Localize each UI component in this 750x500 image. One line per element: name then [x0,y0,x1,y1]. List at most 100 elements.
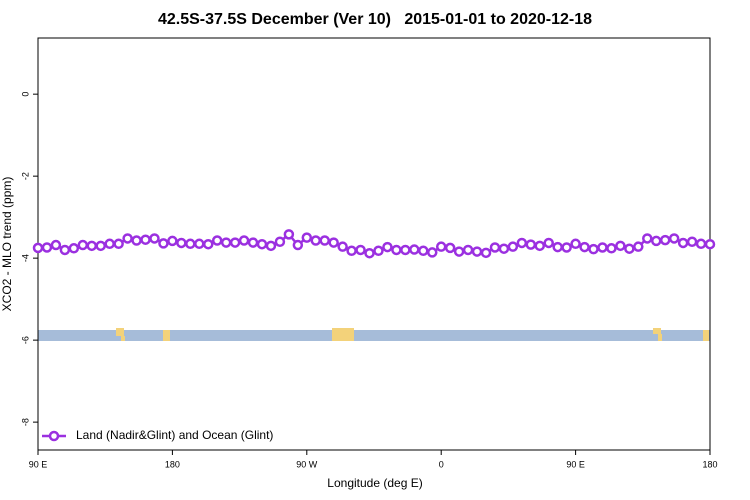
land-patch [653,328,661,334]
data-point [588,243,599,255]
data-point [480,247,492,259]
data-point [364,247,375,259]
data-point [292,239,304,251]
data-point [561,242,572,253]
data-point [149,233,160,244]
data-point [337,241,348,252]
data-point [41,242,53,253]
data-point [507,241,519,252]
data-point [435,241,447,252]
ocean-band [38,330,710,341]
data-point [194,238,205,250]
data-point [462,244,474,256]
data-point [256,238,268,250]
data-point [176,237,187,249]
y-tick-label: -8 [20,418,30,426]
data-point [68,243,80,254]
data-point [319,235,330,246]
data-point [597,242,608,253]
land-patch [116,328,124,336]
surface-band [38,328,710,341]
y-tick-label: -4 [20,254,30,262]
data-point [498,243,510,254]
data-point [95,240,106,252]
data-point [615,240,626,252]
data-point [668,233,680,244]
data-point [50,239,62,251]
data-point [516,237,528,249]
y-tick-label: -2 [20,172,30,180]
data-point [659,234,671,246]
data-point [642,233,653,244]
data-point [131,235,142,246]
data-point [409,244,420,255]
data-point [185,238,196,250]
data-point [113,238,124,250]
data-point [122,233,133,244]
land-patch [163,330,170,341]
data-point [346,245,357,257]
data-point [543,237,554,249]
data-point [140,234,151,245]
x-tick-label: 0 [439,459,444,469]
data-point [247,237,259,248]
data-point [301,232,313,243]
data-point [570,238,581,250]
data-point [77,239,89,251]
data-point [650,235,662,247]
data-point [418,245,429,257]
data-point [310,235,322,246]
data-point [373,245,384,257]
data-point [426,247,438,258]
data-point [606,243,617,254]
data-point [444,242,456,254]
legend-text: Land (Nadir&Glint) and Ocean (Glint) [76,428,273,442]
data-point [265,240,277,252]
x-tick-label: 180 [165,459,180,469]
data-point [453,246,465,257]
chart-title: 42.5S-37.5S December (Ver 10) 2015-01-01… [158,11,592,28]
legend-marker [48,430,60,442]
data-point [382,241,393,253]
land-patch [703,330,709,341]
data-point [525,239,537,250]
data-point [229,237,241,248]
data-point [704,238,716,250]
data-point [695,238,707,250]
data-point [59,244,71,256]
data-point [355,244,366,256]
data-point [86,240,98,252]
data-point [633,241,644,252]
data-point [579,241,590,253]
data-point [104,238,115,250]
data-point [489,242,501,253]
y-tick-label: -6 [20,336,30,344]
data-point [400,244,411,256]
data-point [534,240,546,252]
data-point [238,235,250,246]
x-tick-label: 90 W [296,459,318,469]
data-point [274,236,286,247]
data-point [158,238,169,249]
x-axis-label: Longitude (deg E) [327,476,422,490]
data-point [202,238,214,250]
data-point [167,235,178,247]
data-point [471,246,483,257]
data-point [328,237,339,248]
data-point [677,237,689,249]
data-point [624,243,635,254]
data-point [220,237,232,248]
data-point [552,241,563,253]
x-tick-label: 90 E [566,459,585,469]
data-point [283,229,295,240]
y-axis-label: XCO2 - MLO trend (ppm) [0,177,14,312]
x-tick-label: 90 E [29,459,48,469]
land-patch [658,334,662,341]
data-point [32,242,44,254]
y-tick-label: 0 [20,92,30,97]
data-point [211,235,223,246]
data-point [391,244,402,256]
x-tick-label: 180 [702,459,717,469]
